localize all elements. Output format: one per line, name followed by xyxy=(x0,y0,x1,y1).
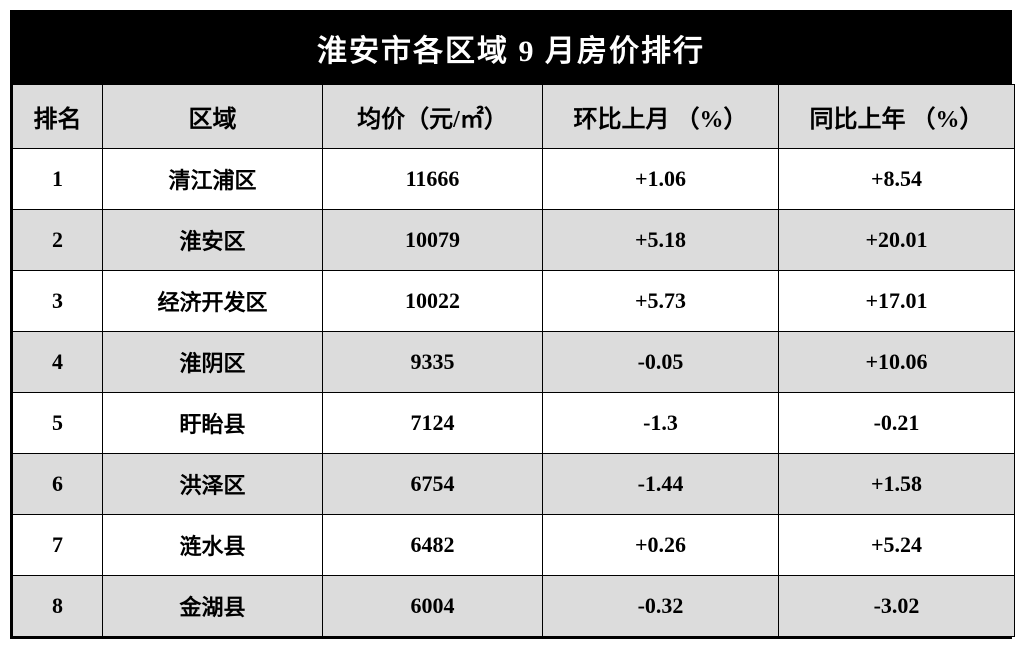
table-row: 2淮安区10079+5.18+20.01 xyxy=(13,210,1015,271)
cell-area: 金湖县 xyxy=(103,576,323,637)
cell-area: 清江浦区 xyxy=(103,149,323,210)
col-header-mom: 环比上月 （%） xyxy=(543,85,779,149)
cell-rank: 2 xyxy=(13,210,103,271)
cell-area: 经济开发区 xyxy=(103,271,323,332)
cell-area: 涟水县 xyxy=(103,515,323,576)
cell-mom: +0.26 xyxy=(543,515,779,576)
cell-yoy: +1.58 xyxy=(779,454,1015,515)
col-header-area: 区域 xyxy=(103,85,323,149)
cell-price: 7124 xyxy=(323,393,543,454)
cell-area: 盱眙县 xyxy=(103,393,323,454)
cell-rank: 4 xyxy=(13,332,103,393)
cell-yoy: +20.01 xyxy=(779,210,1015,271)
cell-rank: 7 xyxy=(13,515,103,576)
table-row: 3经济开发区10022+5.73+17.01 xyxy=(13,271,1015,332)
cell-mom: -1.44 xyxy=(543,454,779,515)
table-row: 4淮阴区9335-0.05+10.06 xyxy=(13,332,1015,393)
cell-rank: 5 xyxy=(13,393,103,454)
table-row: 1清江浦区11666+1.06+8.54 xyxy=(13,149,1015,210)
header-row: 排名 区域 均价（元/㎡） 环比上月 （%） 同比上年 （%） xyxy=(13,85,1015,149)
table-row: 6洪泽区6754-1.44+1.58 xyxy=(13,454,1015,515)
cell-yoy: +8.54 xyxy=(779,149,1015,210)
cell-price: 9335 xyxy=(323,332,543,393)
cell-mom: +5.73 xyxy=(543,271,779,332)
cell-area: 淮阴区 xyxy=(103,332,323,393)
cell-mom: +5.18 xyxy=(543,210,779,271)
cell-rank: 1 xyxy=(13,149,103,210)
col-header-rank: 排名 xyxy=(13,85,103,149)
cell-price: 11666 xyxy=(323,149,543,210)
cell-price: 10022 xyxy=(323,271,543,332)
col-header-price: 均价（元/㎡） xyxy=(323,85,543,149)
price-ranking-table: 淮安市各区域 9 月房价排行 排名 区域 均价（元/㎡） 环比上月 （%） 同比… xyxy=(10,10,1012,639)
cell-mom: +1.06 xyxy=(543,149,779,210)
cell-price: 6754 xyxy=(323,454,543,515)
table-title: 淮安市各区域 9 月房价排行 xyxy=(12,12,1010,84)
cell-rank: 6 xyxy=(13,454,103,515)
cell-yoy: +17.01 xyxy=(779,271,1015,332)
cell-yoy: -0.21 xyxy=(779,393,1015,454)
cell-price: 6004 xyxy=(323,576,543,637)
cell-rank: 8 xyxy=(13,576,103,637)
cell-mom: -0.32 xyxy=(543,576,779,637)
cell-yoy: -3.02 xyxy=(779,576,1015,637)
cell-yoy: +5.24 xyxy=(779,515,1015,576)
table-row: 8金湖县6004-0.32-3.02 xyxy=(13,576,1015,637)
col-header-yoy: 同比上年 （%） xyxy=(779,85,1015,149)
cell-rank: 3 xyxy=(13,271,103,332)
cell-price: 10079 xyxy=(323,210,543,271)
cell-yoy: +10.06 xyxy=(779,332,1015,393)
table-row: 7涟水县6482+0.26+5.24 xyxy=(13,515,1015,576)
cell-price: 6482 xyxy=(323,515,543,576)
cell-area: 淮安区 xyxy=(103,210,323,271)
data-table: 排名 区域 均价（元/㎡） 环比上月 （%） 同比上年 （%） 1清江浦区116… xyxy=(12,84,1015,637)
cell-mom: -1.3 xyxy=(543,393,779,454)
cell-mom: -0.05 xyxy=(543,332,779,393)
cell-area: 洪泽区 xyxy=(103,454,323,515)
table-row: 5盱眙县7124-1.3-0.21 xyxy=(13,393,1015,454)
